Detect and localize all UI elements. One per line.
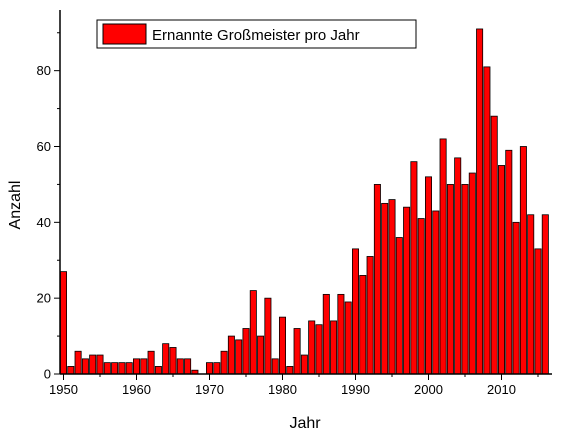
bar-1978 — [264, 297, 272, 375]
bar-2016 — [541, 214, 549, 375]
y-tick-label-20: 20 — [37, 291, 51, 306]
bar-1951 — [67, 366, 75, 375]
legend-frame — [96, 19, 417, 49]
bar-2009 — [490, 115, 498, 375]
bar-2005 — [461, 184, 469, 375]
bar-1998 — [410, 161, 418, 375]
x-axis-title: Jahr — [289, 415, 321, 432]
bar-1980 — [278, 316, 286, 375]
bar-2013 — [519, 146, 527, 375]
bar-1956 — [103, 362, 111, 375]
bar-1983 — [300, 354, 308, 375]
bar-1994 — [381, 202, 389, 375]
bar-1959 — [125, 362, 133, 375]
bar-1972 — [220, 350, 228, 375]
bar-2006 — [468, 172, 476, 375]
x-tick-label-1990: 1990 — [341, 382, 370, 397]
legend-label: Ernannte Großmeister pro Jahr — [152, 27, 360, 44]
bar-1992 — [366, 256, 374, 375]
bar-2003 — [446, 184, 454, 375]
bar-1996 — [395, 237, 403, 375]
bar-1963 — [154, 366, 162, 375]
bar-1967 — [184, 358, 192, 375]
bar-1999 — [417, 218, 425, 375]
bar-1962 — [147, 350, 155, 375]
bar-2010 — [497, 165, 505, 375]
bar-1989 — [344, 301, 352, 375]
bar-1987 — [330, 320, 338, 375]
x-tick-label-1960: 1960 — [122, 382, 151, 397]
x-tick-label-1970: 1970 — [195, 382, 224, 397]
x-tick-label-2010: 2010 — [487, 382, 516, 397]
y-tick-label-0: 0 — [44, 367, 51, 382]
bar-1965 — [169, 347, 177, 375]
bar-1982 — [293, 328, 301, 375]
bar-1986 — [322, 293, 330, 375]
y-tick-label-60: 60 — [37, 139, 51, 154]
bar-2007 — [476, 28, 484, 375]
bar-1961 — [140, 358, 148, 375]
bar-1991 — [359, 275, 367, 375]
x-tick-label-2000: 2000 — [414, 382, 443, 397]
y-axis-title: Anzahl — [7, 181, 24, 230]
legend: Ernannte Großmeister pro Jahr — [96, 19, 417, 49]
bar-1954 — [89, 354, 97, 375]
bar-2002 — [439, 138, 447, 375]
legend-swatch — [102, 23, 147, 45]
bar-1953 — [81, 358, 89, 375]
bar-2014 — [527, 214, 535, 375]
bar-1993 — [373, 184, 381, 375]
bar-1952 — [74, 350, 82, 375]
bar-1970 — [205, 362, 213, 375]
bar-1966 — [176, 358, 184, 375]
bar-1979 — [271, 358, 279, 375]
y-tick-label-40: 40 — [37, 215, 51, 230]
bar-1981 — [286, 366, 294, 375]
bar-1975 — [242, 328, 250, 375]
bar-1973 — [227, 335, 235, 375]
bar-2011 — [505, 149, 513, 375]
y-tick-label-80: 80 — [37, 63, 51, 78]
bar-1984 — [308, 320, 316, 375]
bar-1976 — [249, 290, 257, 375]
x-tick-label-1980: 1980 — [268, 382, 297, 397]
bar-1995 — [388, 199, 396, 375]
bars-group — [60, 28, 549, 375]
bar-1950 — [60, 271, 68, 375]
bar-1988 — [337, 293, 345, 375]
bar-2001 — [432, 210, 440, 375]
bar-2015 — [534, 248, 542, 375]
bar-1964 — [162, 343, 170, 375]
bar-1958 — [118, 362, 126, 375]
bar-1997 — [403, 206, 411, 375]
bar-1955 — [96, 354, 104, 375]
bar-2012 — [512, 221, 520, 375]
bar-2008 — [483, 66, 491, 375]
bar-1957 — [111, 362, 119, 375]
bar-1960 — [132, 358, 140, 375]
ticks-group: 1950 1960 1970 1980 1990 2000 2010 0 20 40 60 80 — [37, 32, 539, 397]
bar-1971 — [213, 362, 221, 375]
bar-2000 — [424, 176, 432, 375]
bar-1985 — [315, 324, 323, 375]
bar-2004 — [454, 157, 462, 375]
bar-1990 — [351, 248, 359, 375]
bar-1977 — [257, 335, 265, 375]
bar-1974 — [235, 339, 243, 375]
x-tick-label-1950: 1950 — [49, 382, 78, 397]
